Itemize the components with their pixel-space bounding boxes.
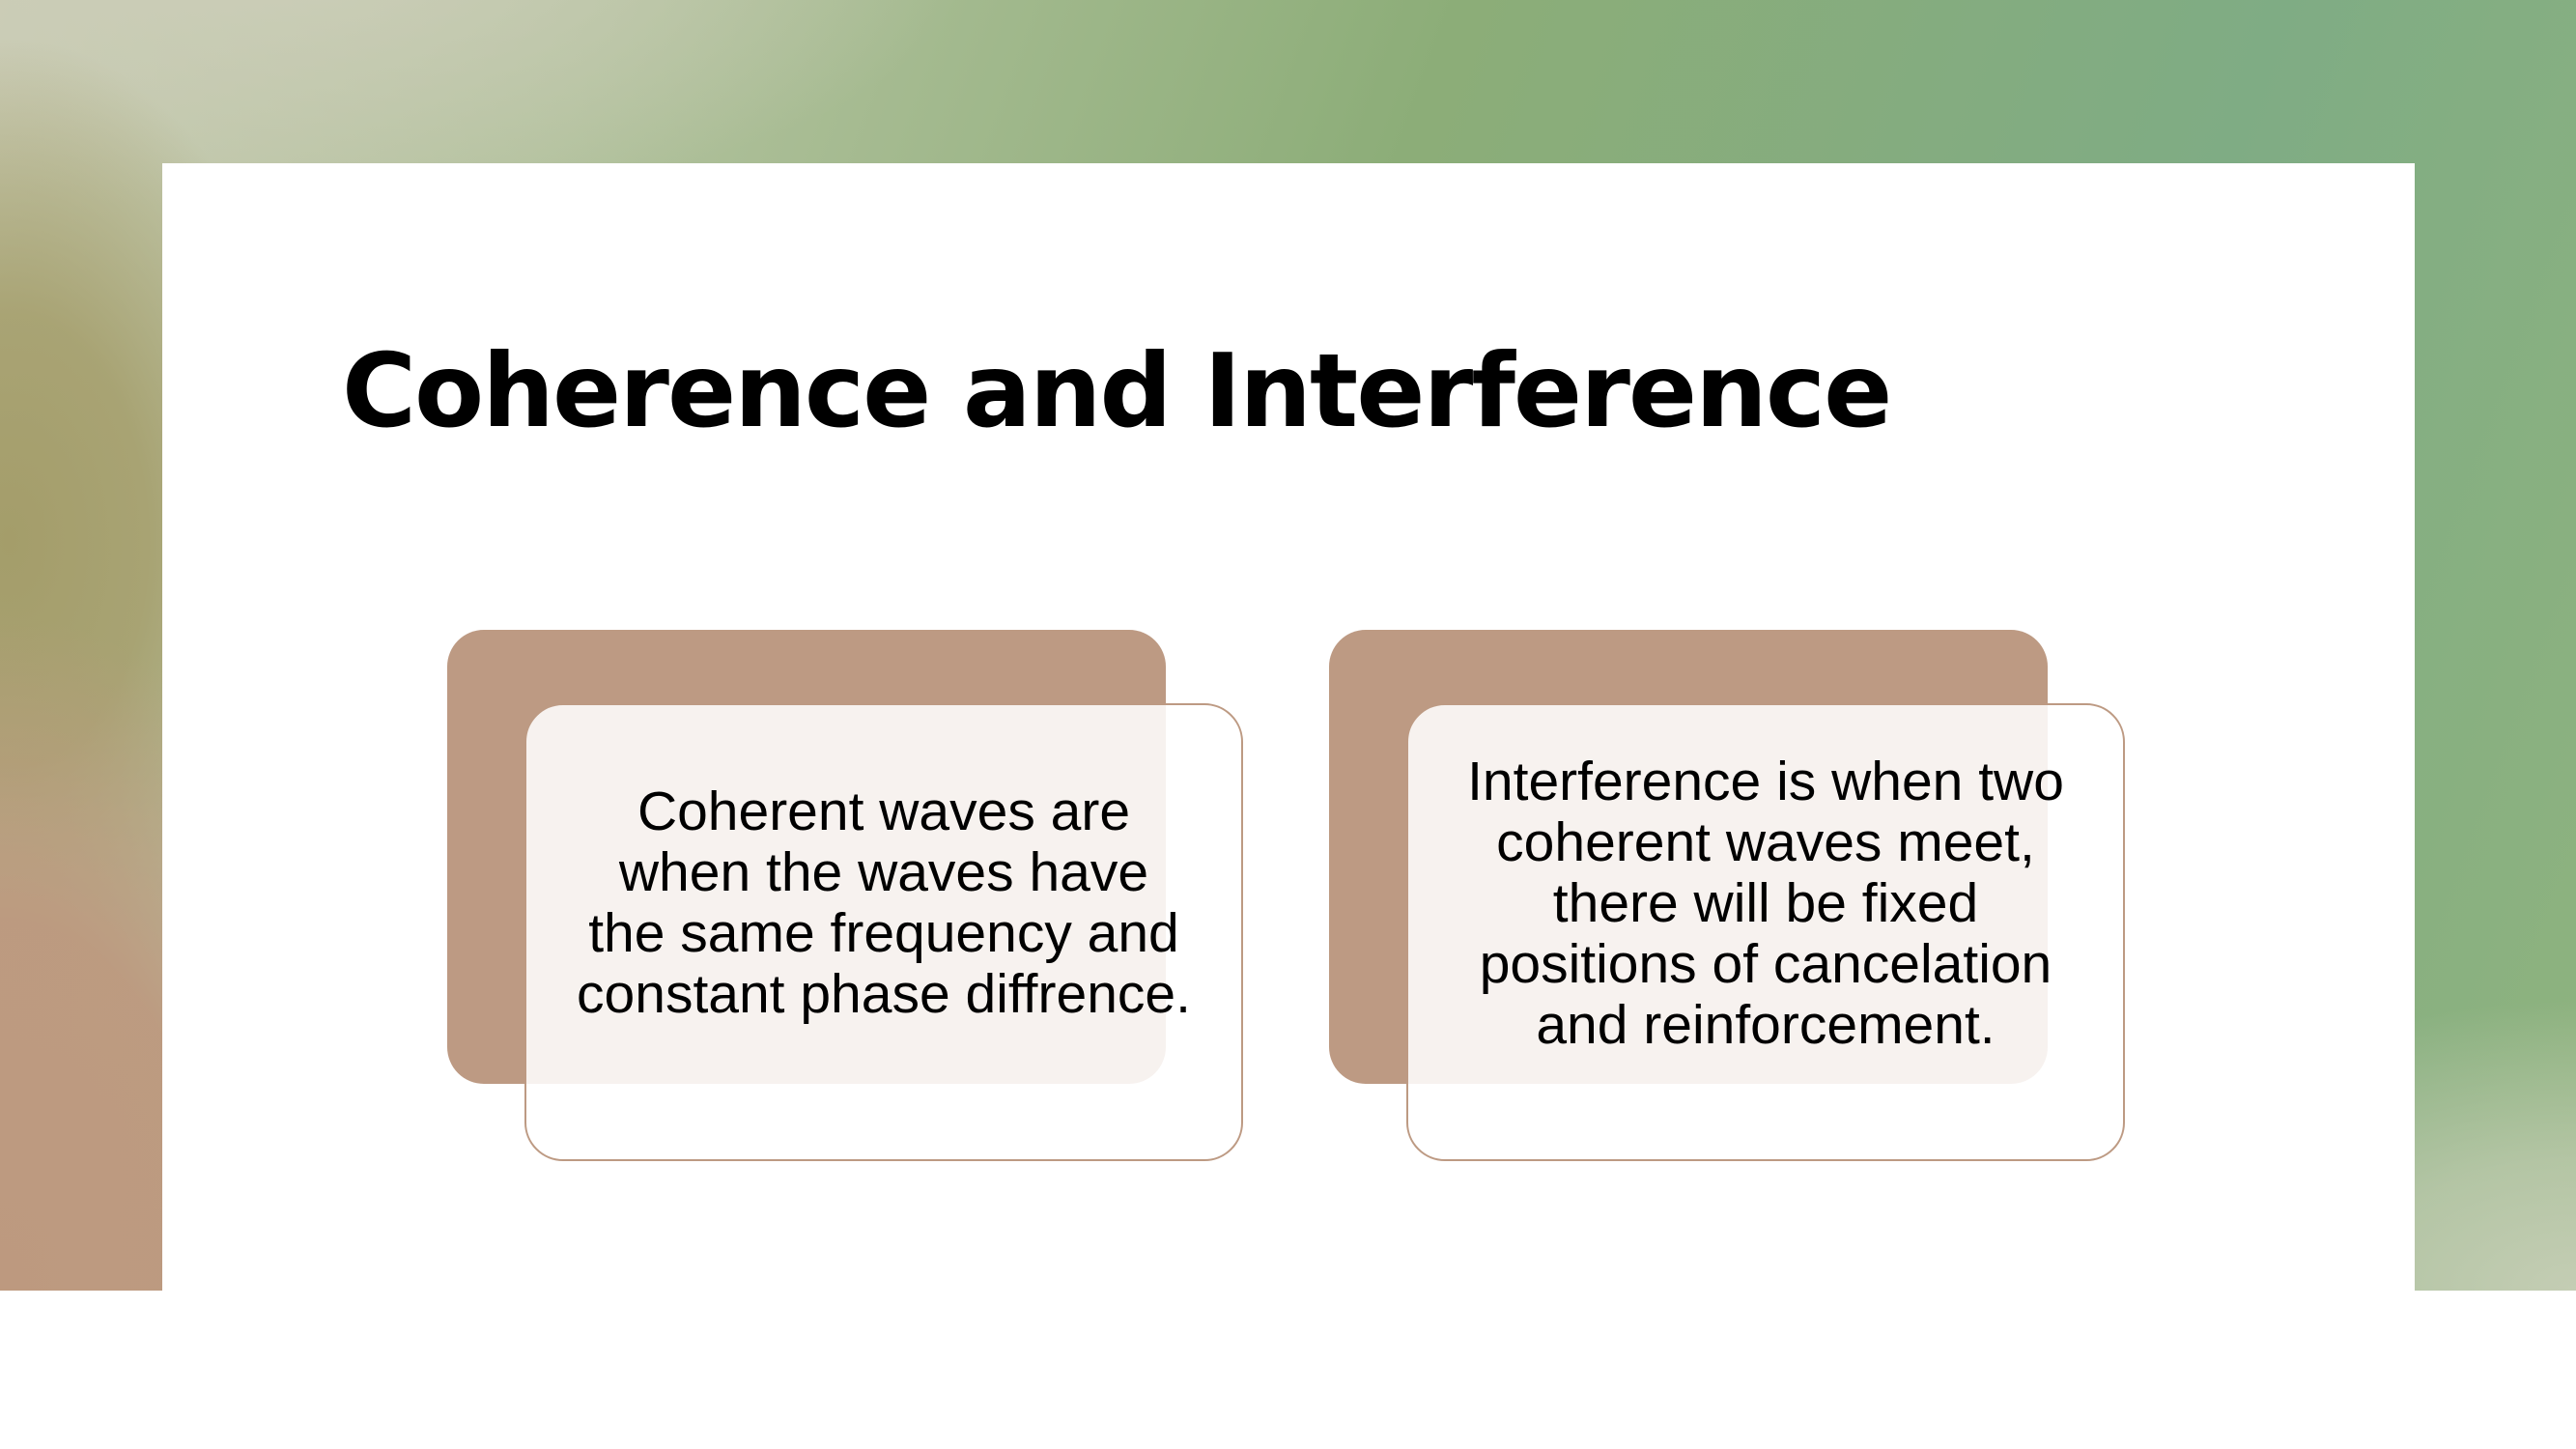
card-text-line: there will be fixed — [1552, 871, 1979, 934]
coherent-waves-text: Coherent waves are when the waves have t… — [577, 781, 1191, 1025]
card-text-line: constant phase diffrence. — [577, 963, 1191, 1025]
card-text-line: positions of cancelation — [1479, 932, 2052, 995]
card-text-line: coherent waves meet, — [1496, 810, 2035, 873]
card-text-line: Interference is when two — [1467, 750, 2064, 812]
card-text-line: Coherent waves are — [637, 781, 1131, 842]
card-text-line: and reinforcement. — [1536, 993, 1996, 1056]
interference-card: Interference is when two coherent waves … — [1406, 703, 2125, 1161]
coherent-waves-card: Coherent waves are when the waves have t… — [524, 703, 1243, 1161]
interference-text: Interference is when two coherent waves … — [1467, 750, 2064, 1056]
card-text-line: the same frequency and — [588, 902, 1179, 964]
slide-title: Coherence and Interference — [342, 332, 1892, 450]
card-text-line: when the waves have — [618, 841, 1149, 903]
